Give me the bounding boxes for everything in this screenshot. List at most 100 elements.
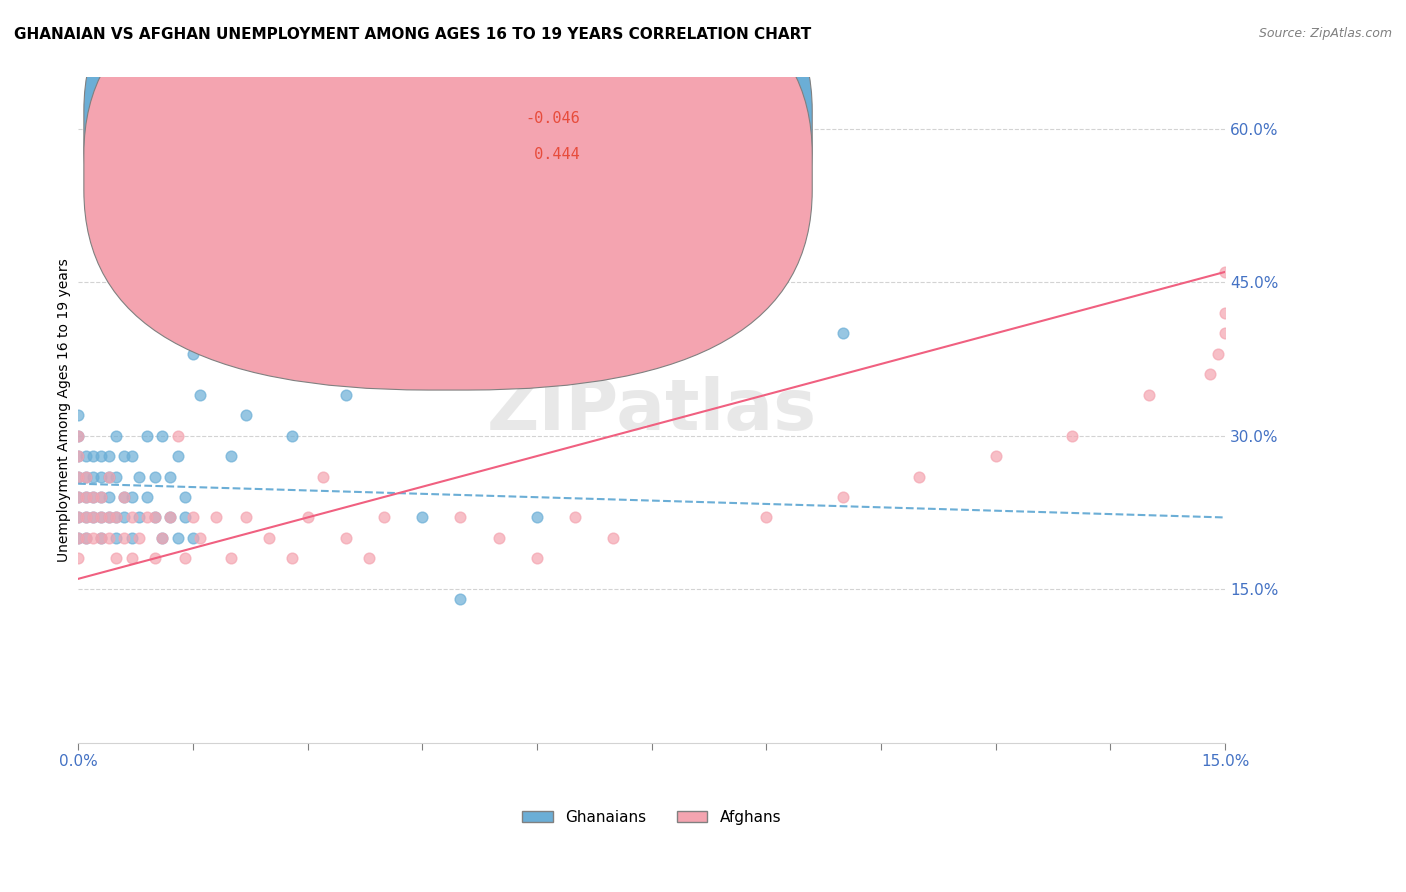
Point	[67, 449, 90, 463]
Point	[112, 510, 135, 524]
Text: 0.444: 0.444	[526, 147, 581, 162]
Point	[90, 510, 112, 524]
Point	[105, 510, 128, 524]
Point	[82, 469, 104, 483]
Point	[679, 173, 702, 187]
Point	[488, 531, 510, 545]
Point	[219, 551, 242, 566]
Point	[150, 531, 173, 545]
Point	[1213, 326, 1236, 341]
Point	[297, 368, 319, 382]
Point	[105, 428, 128, 442]
Point	[67, 449, 90, 463]
Point	[67, 490, 90, 504]
Point	[121, 449, 143, 463]
Point	[128, 469, 150, 483]
Point	[335, 387, 357, 401]
Point	[235, 510, 257, 524]
Point	[259, 531, 281, 545]
Point	[159, 469, 181, 483]
FancyBboxPatch shape	[84, 0, 813, 347]
Point	[67, 531, 90, 545]
Point	[67, 510, 90, 524]
Point	[357, 551, 380, 566]
Point	[75, 490, 97, 504]
Point	[411, 510, 433, 524]
Point	[166, 428, 188, 442]
Point	[204, 510, 226, 524]
Point	[82, 490, 104, 504]
Point	[67, 428, 90, 442]
Point	[67, 428, 90, 442]
Point	[90, 531, 112, 545]
Point	[181, 510, 204, 524]
Point	[411, 224, 433, 238]
Point	[335, 531, 357, 545]
Point	[143, 510, 166, 524]
Point	[67, 551, 90, 566]
Point	[75, 510, 97, 524]
Point	[150, 428, 173, 442]
Point	[1199, 368, 1222, 382]
FancyBboxPatch shape	[84, 0, 813, 390]
Point	[219, 449, 242, 463]
Point	[1062, 428, 1084, 442]
Point	[602, 531, 624, 545]
Point	[121, 510, 143, 524]
Point	[128, 531, 150, 545]
Point	[67, 510, 90, 524]
Point	[97, 510, 120, 524]
Point	[297, 510, 319, 524]
Point	[90, 490, 112, 504]
Point	[67, 469, 90, 483]
Point	[259, 347, 281, 361]
Point	[1213, 306, 1236, 320]
Point	[121, 531, 143, 545]
Point	[105, 531, 128, 545]
Point	[181, 347, 204, 361]
Point	[373, 510, 395, 524]
Point	[82, 490, 104, 504]
Point	[97, 469, 120, 483]
Y-axis label: Unemployment Among Ages 16 to 19 years: Unemployment Among Ages 16 to 19 years	[58, 258, 72, 562]
Point	[105, 510, 128, 524]
Point	[281, 551, 304, 566]
Point	[174, 551, 197, 566]
Point	[67, 469, 90, 483]
Point	[159, 510, 181, 524]
Point	[75, 469, 97, 483]
Point	[136, 490, 159, 504]
Point	[112, 490, 135, 504]
Point	[564, 510, 586, 524]
Point	[105, 551, 128, 566]
Point	[112, 490, 135, 504]
Point	[67, 408, 90, 422]
Text: -0.046: -0.046	[526, 111, 581, 126]
Text: Source: ZipAtlas.com: Source: ZipAtlas.com	[1258, 27, 1392, 40]
Point	[67, 490, 90, 504]
Point	[136, 428, 159, 442]
Point	[82, 510, 104, 524]
Point	[90, 490, 112, 504]
Point	[82, 510, 104, 524]
Point	[97, 510, 120, 524]
Point	[1213, 265, 1236, 279]
Point	[75, 510, 97, 524]
Text: GHANAIAN VS AFGHAN UNEMPLOYMENT AMONG AGES 16 TO 19 YEARS CORRELATION CHART: GHANAIAN VS AFGHAN UNEMPLOYMENT AMONG AG…	[14, 27, 811, 42]
Point	[150, 531, 173, 545]
Point	[526, 551, 548, 566]
Point	[174, 510, 197, 524]
Point	[90, 531, 112, 545]
Point	[755, 510, 778, 524]
Point	[312, 469, 335, 483]
Point	[166, 449, 188, 463]
Point	[908, 469, 931, 483]
Point	[174, 490, 197, 504]
Point	[97, 531, 120, 545]
Point	[112, 531, 135, 545]
Point	[190, 531, 212, 545]
Point	[105, 469, 128, 483]
Point	[97, 449, 120, 463]
Point	[984, 449, 1007, 463]
Text: R = -0.046   N = 64
R =   0.444   N = 63: R = -0.046 N = 64 R = 0.444 N = 63	[479, 104, 662, 136]
